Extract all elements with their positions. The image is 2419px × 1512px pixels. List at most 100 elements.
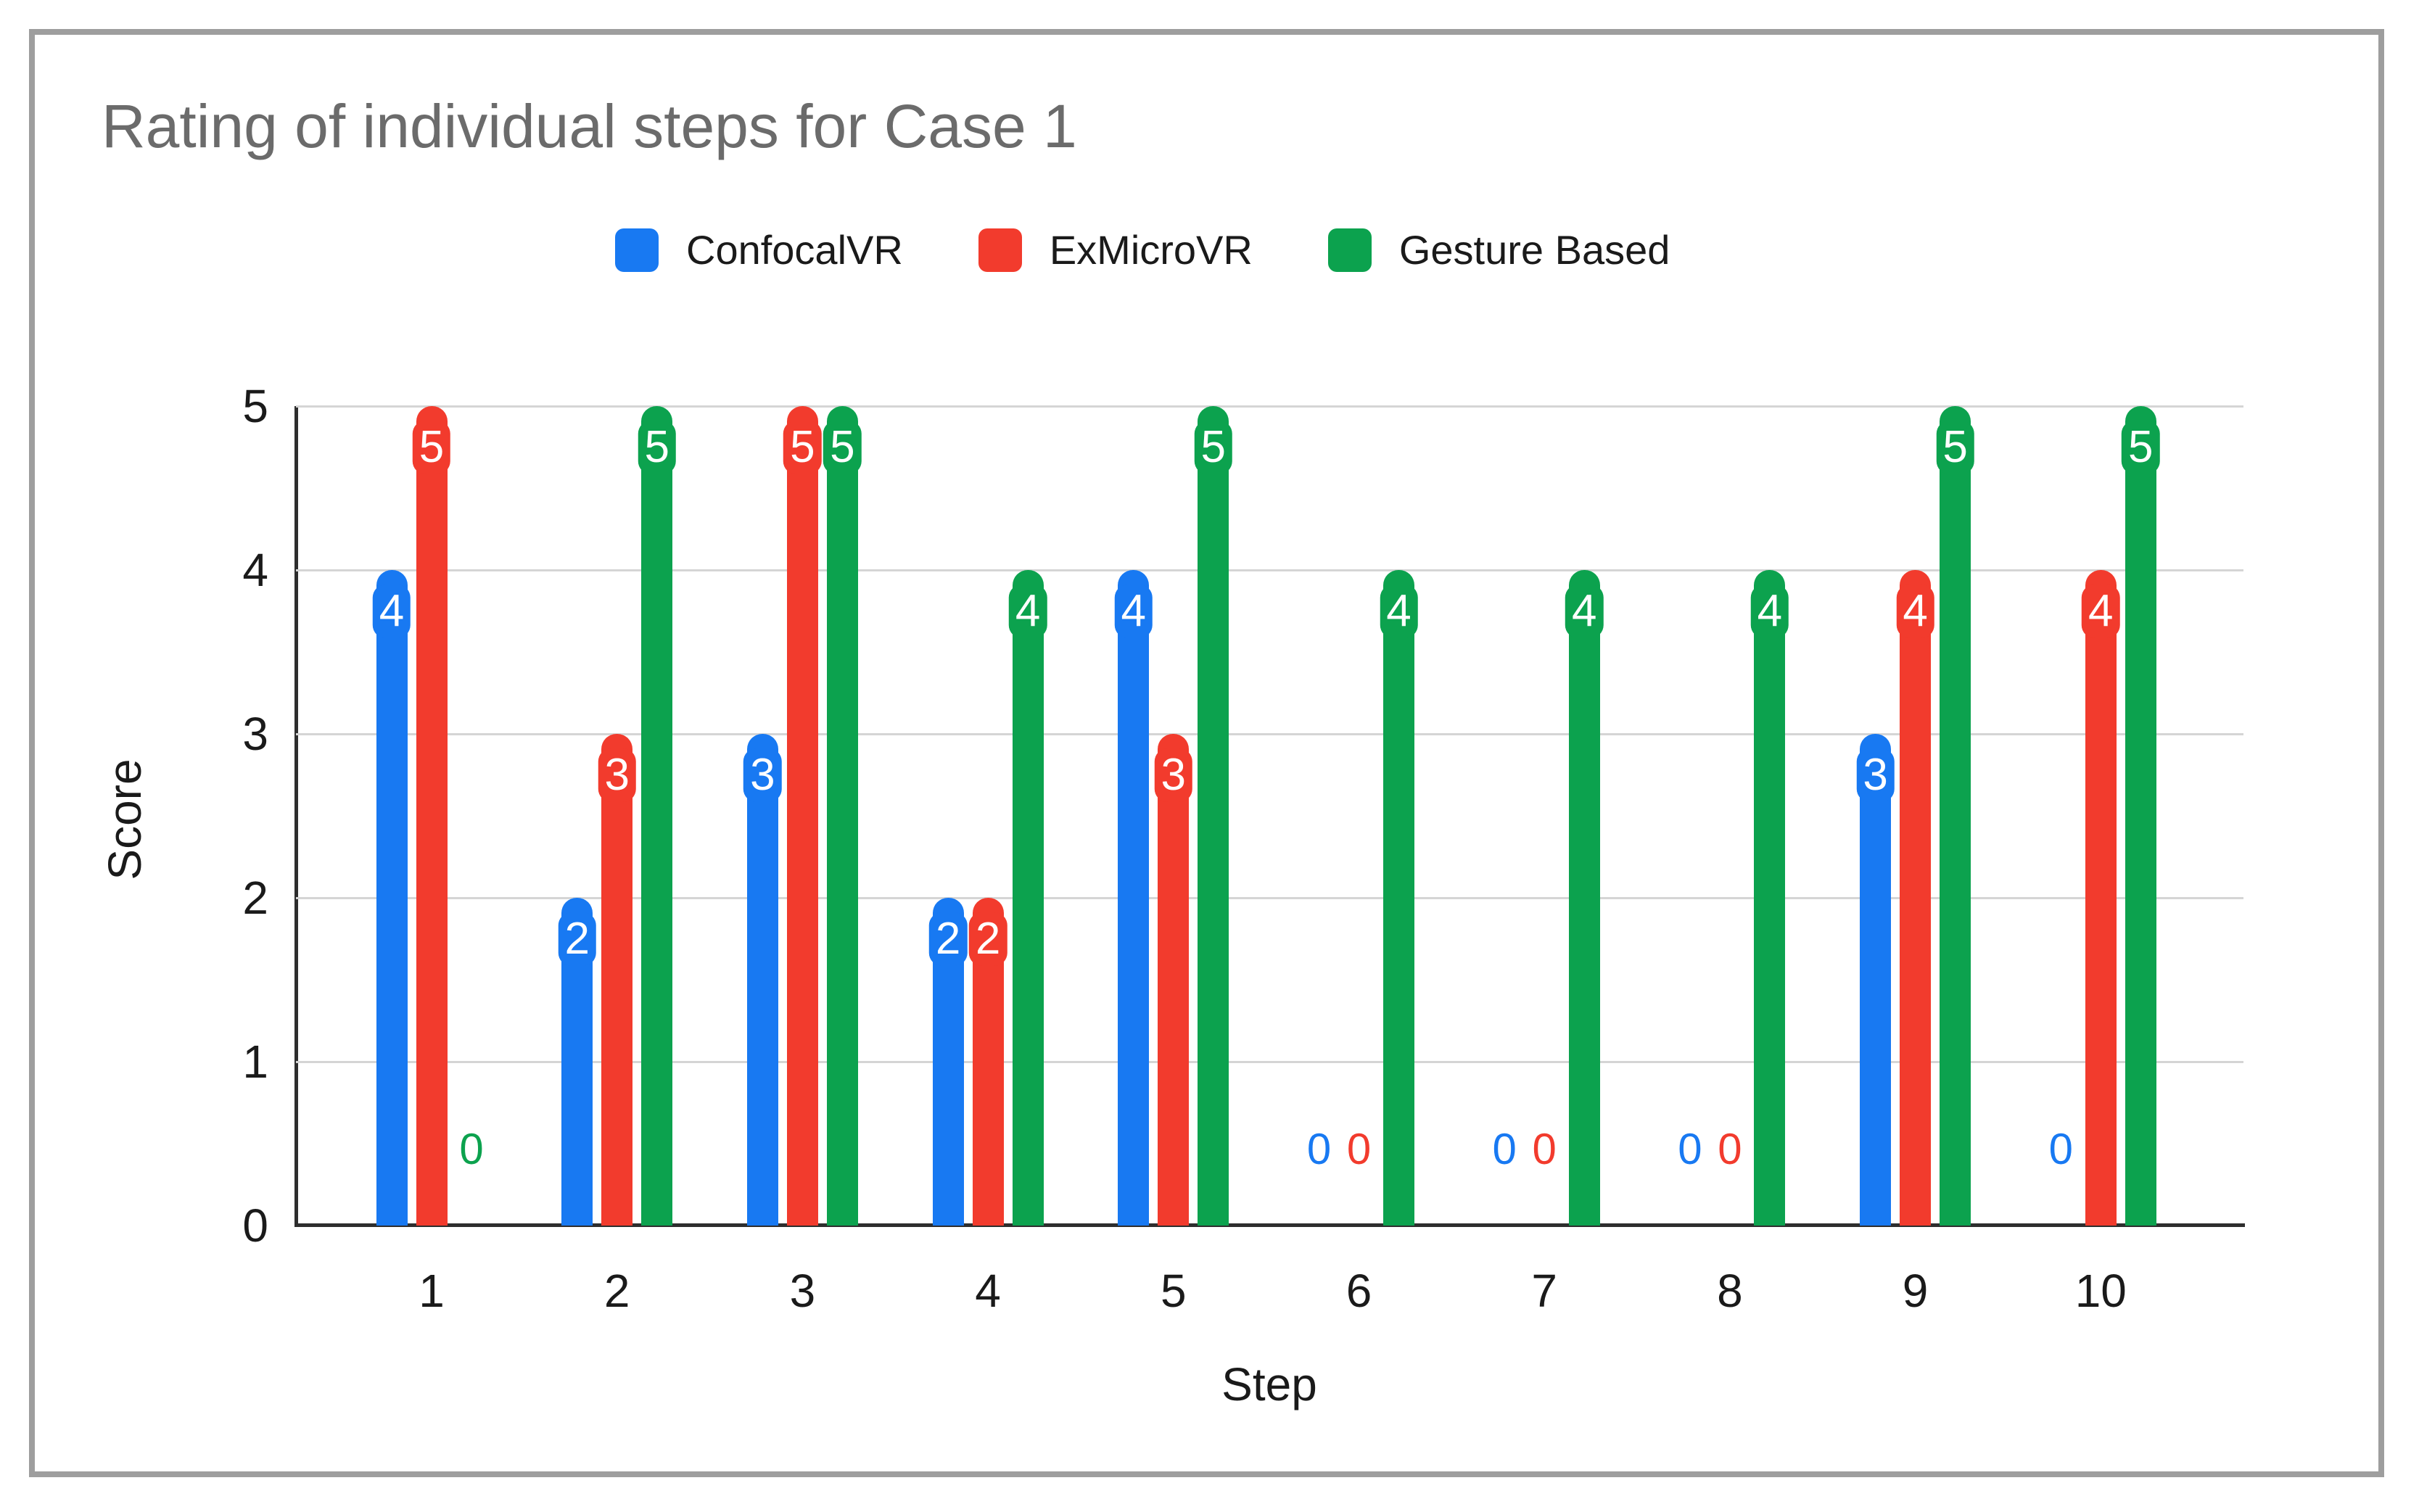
x-tick-label-1: 1 [419, 1265, 445, 1317]
y-tick-label-0: 0 [242, 1199, 268, 1252]
legend-swatch-exmicrovr [978, 228, 1022, 272]
x-tick-label-8: 8 [1717, 1265, 1743, 1317]
y-axis-title: Score [99, 759, 151, 880]
bar-value-label: 2 [558, 912, 596, 966]
bar-exmicrovr-step-1: 5 [412, 406, 451, 1226]
bar-confocalvr-step-5: 4 [1114, 570, 1153, 1226]
y-tick-label-2: 2 [242, 872, 268, 924]
bar-gesture-based-step-10: 5 [2122, 406, 2160, 1226]
bar-exmicrovr-step-3: 5 [783, 406, 822, 1226]
zero-value-label-confocalvr-step-7: 0 [1492, 1125, 1517, 1173]
bar-value-label: 4 [2082, 584, 2120, 638]
legend-item-gesture-based: Gesture Based [1327, 226, 1670, 273]
x-tick-label-7: 7 [1531, 1265, 1557, 1317]
bar-gesture-based-step-9: 5 [1936, 406, 1974, 1226]
gridline-score-4 [296, 569, 2243, 571]
bar-value-label: 3 [743, 748, 782, 802]
zero-value-label-exmicrovr-step-7: 0 [1532, 1125, 1557, 1173]
gridline-score-2 [296, 897, 2243, 899]
zero-value-label-confocalvr-step-10: 0 [2048, 1125, 2073, 1173]
bar-group-step-10: 0 4 5 [2045, 406, 2160, 1226]
bar-group-step-2: 2 3 5 [558, 406, 676, 1226]
bar-gesture-based-step-5: 5 [1194, 406, 1233, 1226]
zero-value-label-confocalvr-step-8: 0 [1678, 1125, 1702, 1173]
bar-exmicrovr-step-5: 3 [1154, 734, 1193, 1226]
x-tick-label-10: 10 [2074, 1265, 2127, 1317]
x-tick-label-3: 3 [789, 1265, 816, 1317]
bar-value-label: 4 [372, 584, 411, 638]
bar-gesture-based-step-4: 4 [1008, 570, 1047, 1226]
gridline-score-3 [296, 733, 2243, 735]
bar-value-label: 5 [823, 421, 862, 474]
y-tick-label-1: 1 [242, 1036, 268, 1088]
legend-label-confocalvr: ConfocalVR [686, 227, 903, 273]
legend-swatch-gesture-based [1327, 228, 1372, 272]
bar-value-label: 4 [1896, 584, 1934, 638]
gridline-score-1 [296, 1061, 2243, 1063]
zero-value-label-confocalvr-step-6: 0 [1306, 1125, 1332, 1173]
bar-group-step-9: 3 4 5 [1856, 406, 1974, 1226]
legend: ConfocalVR ExMicroVR Gesture Based [615, 226, 1670, 273]
zero-value-label-gesture-based-step-1: 0 [459, 1125, 484, 1173]
x-tick-label-9: 9 [1902, 1265, 1929, 1317]
bar-value-label: 5 [783, 421, 822, 474]
bar-value-label: 4 [1750, 584, 1789, 638]
y-tick-label-3: 3 [242, 708, 268, 760]
bar-confocalvr-step-1: 4 [372, 570, 411, 1226]
y-axis-line [294, 406, 298, 1226]
bar-exmicrovr-step-4: 2 [968, 898, 1007, 1226]
x-tick-label-5: 5 [1161, 1265, 1187, 1317]
chart-title: Rating of individual steps for Case 1 [102, 92, 1077, 160]
bar-gesture-based-step-7: 4 [1565, 570, 1604, 1226]
x-axis-title: Step [1221, 1358, 1317, 1410]
bar-value-label: 2 [928, 912, 968, 966]
bar-value-label: 5 [1936, 421, 1974, 474]
bar-gesture-based-step-8: 4 [1750, 570, 1789, 1226]
x-tick-label-4: 4 [975, 1265, 1001, 1317]
bar-exmicrovr-step-9: 4 [1896, 570, 1934, 1226]
x-tick-label-2: 2 [603, 1265, 630, 1317]
bar-group-step-5: 4 3 5 [1114, 406, 1233, 1226]
bar-value-label: 4 [1565, 584, 1604, 638]
bar-value-label: 4 [1114, 584, 1153, 638]
bar-gesture-based-step-3: 5 [823, 406, 862, 1226]
bar-value-label: 3 [1154, 748, 1193, 802]
bar-value-label: 3 [1856, 748, 1895, 802]
bar-confocalvr-step-4: 2 [928, 898, 968, 1226]
bar-confocalvr-step-9: 3 [1856, 734, 1895, 1226]
bar-exmicrovr-step-2: 3 [598, 734, 636, 1226]
bar-value-label: 3 [598, 748, 636, 802]
bar-confocalvr-step-3: 3 [743, 734, 782, 1226]
bar-value-label: 4 [1008, 584, 1047, 638]
legend-label-exmicrovr: ExMicroVR [1049, 227, 1253, 273]
legend-item-confocalvr: ConfocalVR [615, 226, 903, 273]
bar-confocalvr-step-2: 2 [558, 898, 596, 1226]
legend-label-gesture-based: Gesture Based [1398, 227, 1670, 273]
bar-value-label: 5 [412, 421, 451, 474]
bar-value-label: 2 [968, 912, 1007, 966]
bar-value-label: 5 [638, 421, 676, 474]
bar-group-step-1: 4 5 0 [372, 406, 487, 1226]
bar-value-label: 5 [2122, 421, 2160, 474]
zero-value-label-exmicrovr-step-8: 0 [1718, 1125, 1742, 1173]
gridline-score-5 [296, 405, 2243, 408]
bar-exmicrovr-step-10: 4 [2082, 570, 2120, 1226]
y-tick-label-5: 5 [242, 380, 268, 432]
zero-value-label-exmicrovr-step-6: 0 [1346, 1125, 1372, 1173]
legend-item-exmicrovr: ExMicroVR [978, 226, 1253, 273]
bar-gesture-based-step-6: 4 [1380, 570, 1418, 1226]
bar-gesture-based-step-2: 5 [638, 406, 676, 1226]
x-tick-label-6: 6 [1346, 1265, 1372, 1317]
legend-swatch-confocalvr [615, 228, 659, 272]
bar-value-label: 4 [1380, 584, 1418, 638]
bar-value-label: 5 [1194, 421, 1233, 474]
x-axis-line [294, 1223, 2245, 1227]
y-tick-label-4: 4 [242, 544, 268, 596]
